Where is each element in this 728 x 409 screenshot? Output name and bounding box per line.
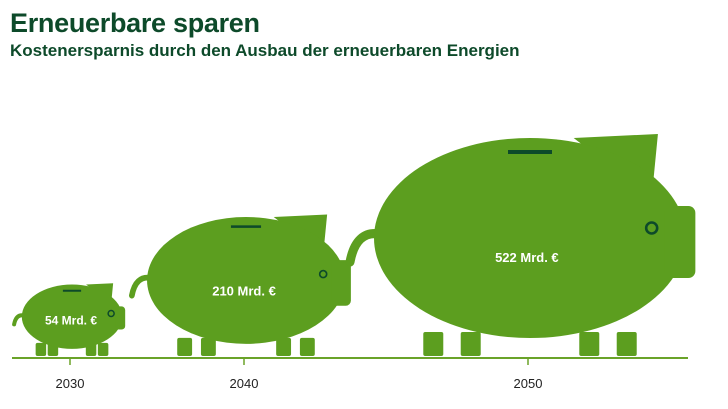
piggy-bank-2050: 522 Mrd. € [345,134,696,356]
x-tick-label-2050: 2050 [514,376,543,391]
pig-leg [276,337,292,356]
chart-title: Erneuerbare sparen [10,8,260,38]
pig-eye [318,269,328,279]
data-label-2050: 522 Mrd. € [495,250,559,265]
coin-slot [508,150,552,154]
pig-body [374,138,686,338]
data-label-2040: 210 Mrd. € [212,284,276,299]
x-tick-label-2030: 2030 [56,376,85,391]
pig-body [21,284,123,349]
pig-eye [644,221,659,235]
pig-body [147,216,345,344]
pig-snout [115,306,126,330]
chart-subtitle: Kostenersparnis durch den Ausbau der ern… [10,41,520,60]
x-tick-label-2040: 2040 [230,376,259,391]
pig-leg [460,332,481,356]
pig-leg [97,342,109,356]
pig-leg [579,332,600,356]
data-label-2030: 54 Mrd. € [45,313,97,327]
pig-leg [299,337,315,356]
pig-snout [664,206,696,278]
piggy-bank-2040: 210 Mrd. € [128,214,351,356]
pig-eye [107,309,115,318]
piggy-bank-2030: 54 Mrd. € [12,283,126,356]
coin-slot [230,225,262,228]
pig-leg [616,332,637,356]
pig-leg [200,337,216,356]
pig-leg [423,332,444,356]
pig-leg [35,342,47,356]
pig-leg [177,337,193,356]
pig-snout [331,260,351,306]
coin-slot [62,289,82,292]
